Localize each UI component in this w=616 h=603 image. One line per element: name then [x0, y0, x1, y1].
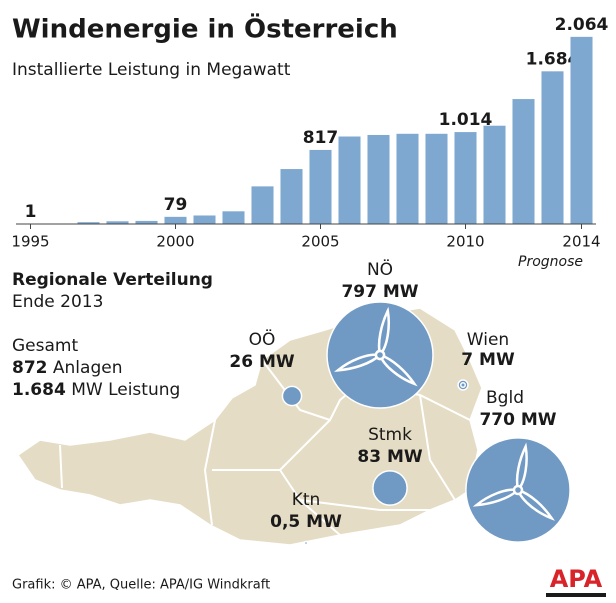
count: 872	[12, 358, 48, 378]
turbine-hub	[512, 484, 524, 496]
region-bubble	[372, 470, 408, 506]
region-name: Stmk	[368, 425, 412, 445]
bar	[425, 133, 448, 224]
turbine-hub	[460, 382, 466, 388]
region-name: Ktn	[292, 490, 321, 510]
x-tick-label: 2010	[446, 233, 484, 251]
region-value: 0,5 MW	[270, 512, 342, 532]
turbine-blade	[515, 442, 528, 493]
summary-power: 1.684 MW Leistung	[12, 380, 180, 400]
count-unit: Anlagen	[53, 358, 123, 378]
map-title: Regionale Verteilung	[12, 270, 213, 290]
bar	[483, 125, 506, 224]
turbine-blade	[333, 353, 383, 372]
bar	[164, 216, 187, 224]
value-label: 1.684	[526, 49, 580, 69]
turbine-blade	[377, 306, 391, 358]
value-label: 817	[303, 128, 339, 148]
region-bubble	[457, 379, 469, 391]
bar	[541, 71, 564, 224]
power: 1.684	[12, 380, 66, 400]
region-name: Wien	[467, 330, 509, 350]
bar	[77, 222, 100, 224]
x-tick-label: 2014	[562, 233, 600, 251]
power-unit: MW Leistung	[71, 380, 180, 400]
turbine-hub	[374, 349, 386, 361]
region-name: Bgld	[486, 388, 524, 408]
turbine-blade	[516, 488, 555, 521]
turbine-icon	[472, 442, 555, 521]
x-tick-label: 2000	[156, 233, 194, 251]
region-bubble	[281, 385, 303, 407]
value-label: 1	[25, 202, 37, 222]
bar	[454, 132, 477, 224]
bar	[338, 136, 361, 224]
value-label: 79	[164, 195, 188, 215]
value-label: 2.064	[555, 15, 609, 35]
annotation: Prognose	[518, 254, 583, 270]
bar	[309, 149, 332, 224]
region-bubble	[303, 540, 309, 546]
logo: APA	[550, 565, 603, 593]
region-value: 7 MW	[461, 350, 515, 370]
bar	[512, 99, 535, 224]
bar	[251, 186, 274, 224]
x-tick-label: 1995	[11, 233, 49, 251]
value-label: 1.014	[439, 110, 493, 130]
bar	[193, 215, 216, 224]
turbine-icon	[333, 306, 418, 387]
region-value: 797 MW	[341, 282, 418, 302]
logo-bar	[546, 593, 606, 597]
bar	[367, 134, 390, 224]
bar	[280, 169, 303, 224]
bar	[222, 211, 245, 224]
chart-title: Windenergie in Österreich	[12, 12, 398, 45]
region-value: 26 MW	[229, 352, 294, 372]
region-value: 83 MW	[357, 447, 422, 467]
turbine-blade	[472, 488, 521, 507]
region-name: NÖ	[367, 258, 393, 280]
source: Grafik: © APA, Quelle: APA/IG Windkraft	[12, 578, 270, 593]
bar	[106, 221, 129, 224]
chart-subtitle: Installierte Leistung in Megawatt	[12, 60, 291, 80]
turbine-blade	[377, 353, 418, 387]
x-tick-label: 2005	[301, 233, 339, 251]
region-name: OÖ	[249, 328, 276, 350]
region-value: 770 MW	[479, 410, 556, 430]
summary-count: 872 Anlagen	[12, 358, 122, 378]
bar	[396, 133, 419, 224]
summary-label: Gesamt	[12, 336, 78, 356]
map-subtitle: Ende 2013	[12, 292, 103, 312]
bar	[135, 220, 158, 224]
bar	[570, 36, 593, 224]
